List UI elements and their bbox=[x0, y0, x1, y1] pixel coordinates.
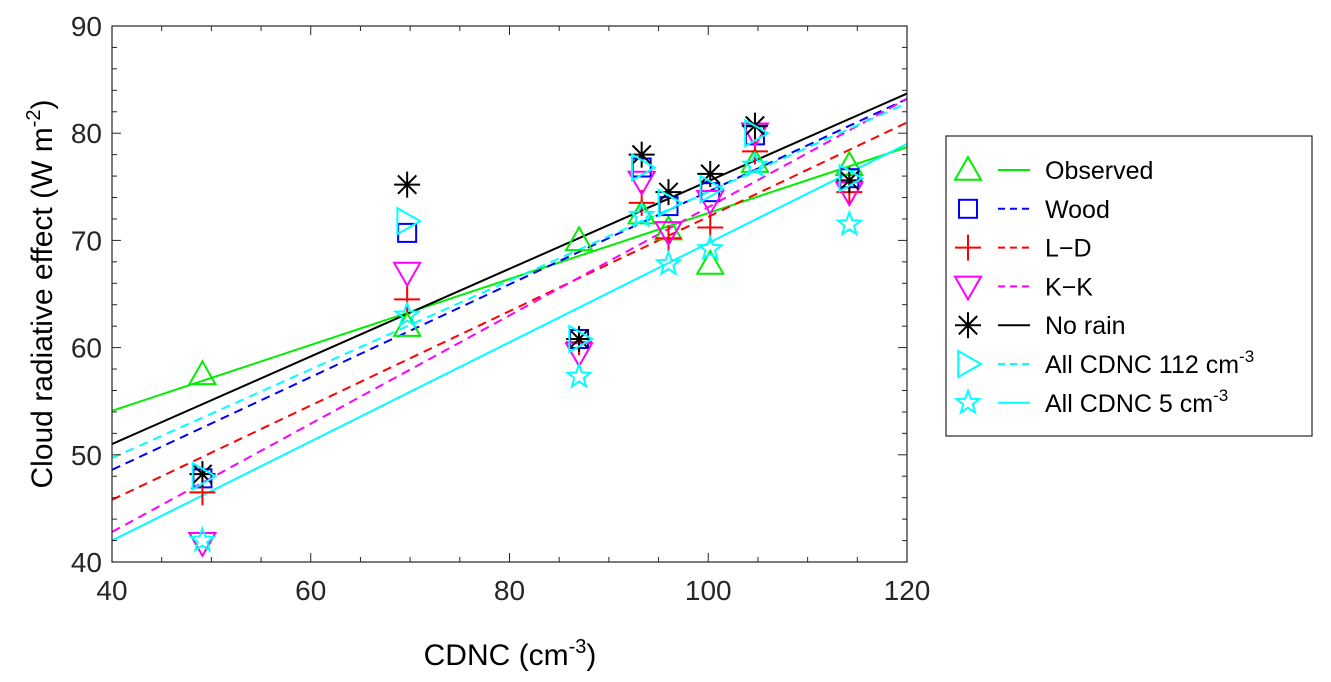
x-tick-label: 60 bbox=[295, 575, 326, 606]
fit-line bbox=[111, 146, 908, 412]
y-tick-label: 80 bbox=[71, 118, 102, 149]
data-point bbox=[838, 163, 865, 193]
legend-label: Observed bbox=[1045, 157, 1153, 185]
data-point bbox=[655, 225, 682, 252]
x-tick-label: 40 bbox=[96, 575, 127, 606]
data-point bbox=[566, 326, 593, 353]
data-point bbox=[568, 324, 595, 354]
data-point bbox=[626, 170, 657, 197]
legend-marker bbox=[953, 387, 983, 415]
legend-marker bbox=[953, 275, 983, 302]
data-point bbox=[699, 174, 726, 204]
plot-background bbox=[112, 26, 907, 562]
legend-marker bbox=[953, 154, 983, 181]
fit-line bbox=[111, 92, 908, 445]
data-point bbox=[654, 249, 683, 277]
legend: Observed Wood L−D K−K No rain All CDNC 112 cm… bbox=[945, 135, 1313, 437]
legend-marker bbox=[955, 234, 981, 261]
data-point bbox=[740, 150, 770, 178]
data-point bbox=[564, 361, 594, 389]
data-point bbox=[394, 171, 421, 198]
x-tick-label: 120 bbox=[884, 575, 931, 606]
fit-line bbox=[111, 97, 908, 471]
fit-line bbox=[111, 98, 908, 533]
fit-line bbox=[111, 102, 908, 459]
data-point bbox=[696, 234, 725, 262]
x-axis-label: CDNC (cm-3) bbox=[424, 636, 597, 672]
legend-marker bbox=[958, 198, 978, 219]
legend-label: No rain bbox=[1045, 312, 1126, 340]
y-tick-label: 60 bbox=[71, 333, 102, 364]
data-point bbox=[744, 118, 770, 148]
x-tick-label: 100 bbox=[685, 575, 732, 606]
data-point bbox=[695, 189, 725, 216]
data-point bbox=[191, 461, 218, 491]
data-point bbox=[627, 200, 656, 228]
legend-label: All CDNC 5 cm-3 bbox=[1045, 386, 1228, 418]
data-point bbox=[394, 286, 421, 313]
plot-area: 40 60 80 100 120 40 50 60 70 80 90 bbox=[71, 11, 931, 606]
data-point bbox=[396, 206, 423, 236]
data-point bbox=[188, 525, 217, 553]
x-tick-label: 80 bbox=[494, 575, 525, 606]
y-tick-label: 40 bbox=[71, 547, 102, 578]
y-tick-label: 90 bbox=[71, 11, 102, 42]
data-point bbox=[695, 248, 725, 275]
data-point bbox=[187, 359, 218, 386]
fit-line bbox=[111, 121, 908, 501]
y-tick-label: 70 bbox=[71, 225, 102, 256]
legend-label: All CDNC 112 cm-3 bbox=[1045, 347, 1254, 379]
data-point bbox=[392, 261, 422, 288]
data-point bbox=[657, 188, 684, 218]
y-axis-label: Cloud radiative effect (W m-2) bbox=[23, 99, 59, 488]
data-point bbox=[564, 225, 594, 252]
y-tick-label: 50 bbox=[71, 440, 102, 471]
legend-marker bbox=[955, 312, 981, 339]
legend-label: Wood bbox=[1045, 196, 1110, 224]
data-point bbox=[630, 152, 657, 183]
data-point bbox=[392, 300, 422, 328]
data-point bbox=[187, 531, 218, 558]
legend-box bbox=[945, 135, 1313, 437]
data-point bbox=[835, 209, 864, 237]
legend-marker bbox=[957, 349, 984, 379]
fit-line bbox=[111, 143, 908, 542]
legend-label: L−D bbox=[1045, 235, 1092, 263]
data-point bbox=[653, 221, 684, 247]
legend-label: K−K bbox=[1045, 273, 1093, 301]
